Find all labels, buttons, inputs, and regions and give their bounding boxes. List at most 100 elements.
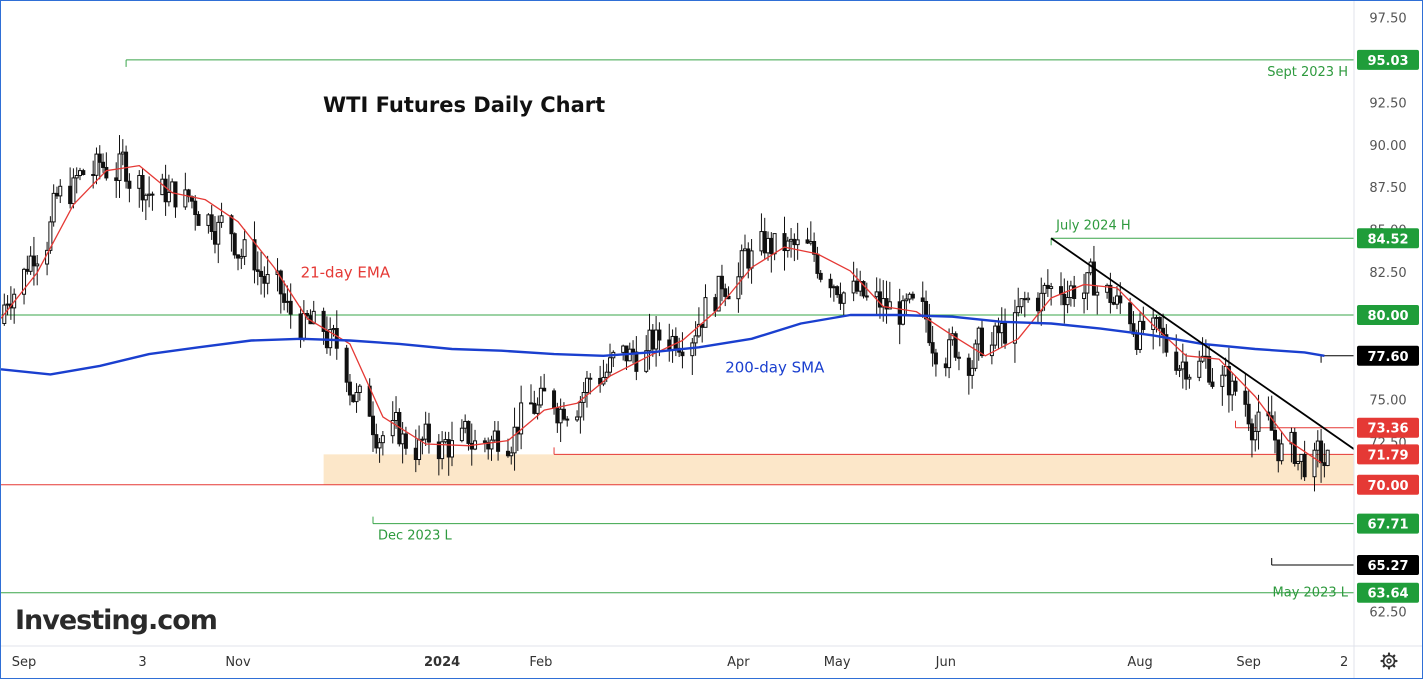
ema21-line — [1, 164, 1322, 464]
price-tag-71.79 — [1357, 444, 1419, 465]
candle-down — [466, 420, 471, 444]
candle-up — [5, 303, 10, 306]
candle-up — [160, 178, 165, 196]
candle-down — [252, 239, 257, 271]
candle-down — [403, 433, 408, 449]
candle-down — [762, 231, 767, 254]
candle-down — [1302, 453, 1307, 478]
candle-down — [1111, 301, 1116, 305]
candle-up — [285, 300, 290, 303]
candle-up — [380, 435, 385, 444]
candle-up — [739, 250, 744, 278]
candle-down — [746, 248, 751, 269]
candle-up — [1177, 368, 1182, 371]
time-axis[interactable]: Sep 3 Nov 2024 Feb Apr May Jun Aug Sep 2 — [12, 655, 1348, 670]
candle-down — [723, 288, 728, 297]
candle-down — [31, 255, 36, 267]
candle-down — [196, 214, 201, 226]
candle-down — [344, 347, 349, 383]
candle-down — [956, 356, 961, 359]
candle-down — [347, 381, 352, 396]
time-tick-label: 2024 — [424, 655, 460, 670]
candle-up — [901, 300, 905, 325]
candle-down — [719, 275, 724, 290]
candle-down — [288, 300, 293, 315]
price-tag-77.60 — [1357, 345, 1419, 366]
candle-down — [980, 327, 985, 357]
indicators-layer: 21-day EMA 200-day SMA — [1, 164, 1325, 464]
candle-up — [509, 452, 514, 457]
candle-up — [1220, 374, 1225, 387]
candle-down — [854, 280, 859, 292]
candle-up — [331, 328, 336, 331]
candle-up — [219, 215, 224, 223]
candle-up — [183, 189, 188, 208]
level-note: Sept 2023 H — [1267, 65, 1348, 80]
candle-down — [996, 325, 1001, 334]
candle-up — [1138, 320, 1143, 350]
settings-gear-icon[interactable] — [1380, 652, 1398, 670]
candle-up — [1065, 297, 1070, 306]
sma200-line — [1, 313, 1325, 376]
candle-up — [28, 255, 33, 272]
candle-down — [1141, 320, 1146, 330]
candle-up — [644, 350, 649, 372]
candle-down — [173, 181, 178, 208]
candle-up — [716, 275, 721, 312]
candle-down — [713, 297, 718, 312]
candle-down — [927, 318, 932, 344]
candle-up — [1200, 355, 1205, 362]
candle-down — [482, 440, 487, 443]
candle-down — [282, 293, 287, 303]
candle-down — [150, 193, 155, 196]
candle-up — [808, 241, 813, 244]
candle-up — [1026, 297, 1031, 301]
candle-up — [311, 310, 316, 325]
candle-down — [542, 387, 547, 392]
candle-up — [1197, 360, 1202, 378]
candle-up — [887, 301, 892, 310]
candle-down — [1210, 381, 1215, 387]
candle-up — [558, 408, 563, 424]
candle-down — [351, 394, 356, 403]
candle-up — [1315, 440, 1320, 451]
candle-down — [114, 177, 119, 181]
candle-up — [621, 345, 626, 353]
candle-down — [812, 241, 817, 255]
candle-down — [565, 418, 570, 421]
candle-down — [505, 450, 510, 457]
price-tag-80.00 — [1357, 305, 1419, 326]
candle-down — [933, 352, 938, 365]
candle-down — [910, 293, 915, 299]
candle-up — [1180, 361, 1185, 370]
candle-down — [769, 237, 774, 255]
price-tags-layer: 95.03 84.52 80.00 77.60 73.36 71.79 70.00 67.71… — [1357, 49, 1419, 603]
candle-down — [631, 348, 636, 353]
candle-up — [519, 402, 524, 435]
candle-up — [463, 420, 468, 429]
candle-down — [209, 214, 214, 232]
candle-up — [1154, 316, 1159, 319]
candle-down — [259, 270, 264, 277]
candle-down — [1128, 302, 1133, 325]
price-tick-label: 82.50 — [1369, 266, 1406, 281]
candle-up — [459, 427, 464, 442]
candle-up — [48, 221, 53, 251]
price-tag-label: 84.52 — [1367, 232, 1408, 247]
candle-up — [357, 385, 362, 393]
candle-up — [1085, 272, 1090, 294]
candle-down — [1226, 365, 1231, 396]
time-tick-label: Jun — [935, 655, 956, 670]
price-tag-label: 73.36 — [1367, 422, 1408, 437]
level-note: July 2024 H — [1055, 218, 1131, 233]
candle-down — [101, 161, 106, 168]
candle-down — [1174, 351, 1179, 371]
candle-down — [924, 300, 929, 320]
candle-up — [166, 191, 171, 203]
candle-down — [861, 281, 866, 297]
time-tick-label: 2 — [1340, 655, 1348, 670]
candle-down — [1207, 356, 1212, 383]
candle-up — [400, 433, 405, 445]
candle-down — [1118, 295, 1123, 304]
